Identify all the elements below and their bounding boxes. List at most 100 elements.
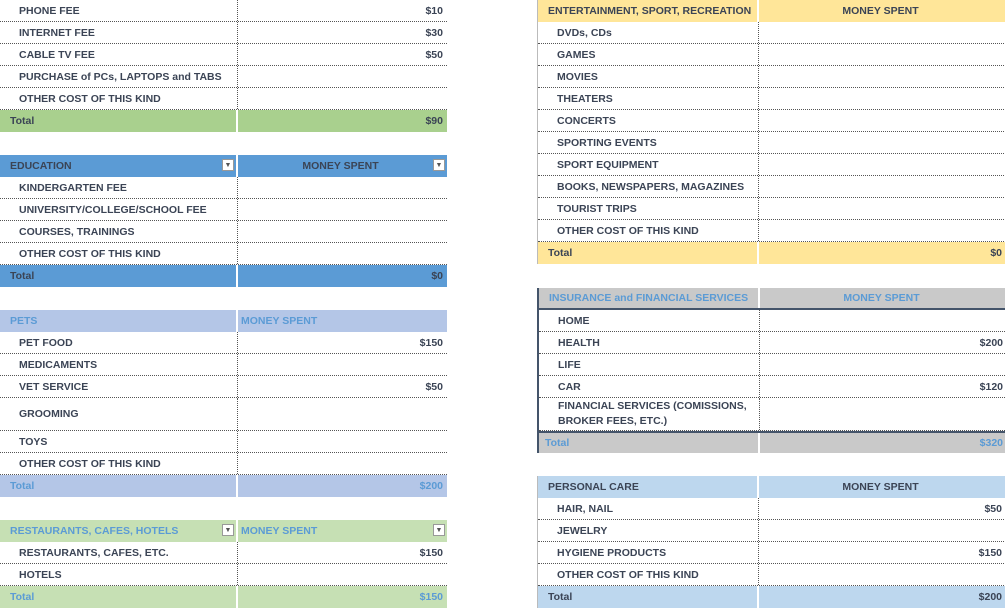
expense-amount-cell[interactable] [759,220,1005,241]
expense-amount-cell[interactable]: $150 [419,546,443,559]
expense-label: MEDICAMENTS [0,354,238,375]
expense-amount-cell[interactable]: $150 [978,546,1002,559]
filter-dropdown-icon[interactable]: ▼ [222,524,234,536]
table-row: GAMES [538,44,1005,66]
expense-amount-cell[interactable] [238,431,447,452]
table-row: OTHER COST OF THIS KIND [0,453,447,475]
table-row: HEALTH $200 [539,332,1005,354]
expense-amount-cell[interactable]: $10 [425,4,443,17]
expense-amount-cell[interactable] [759,44,1005,65]
personal-care-category-header[interactable]: PERSONAL CARE [538,476,759,498]
table-row: CAR $120 [539,376,1005,398]
expense-label: PURCHASE of PCs, LAPTOPS and TABS [0,66,238,87]
table-row: DVDs, CDs [538,22,1005,44]
expense-amount-cell[interactable] [238,199,447,220]
expense-amount-cell[interactable]: $150 [419,336,443,349]
restaurants-table: RESTAURANTS, CAFES, HOTELS ▼ MONEY SPENT ▼ R… [0,520,447,608]
expense-label: PET FOOD [0,332,238,353]
table-row: GROOMING [0,398,447,431]
table-row: PHONE FEE $10 [0,0,447,22]
expense-label: HOTELS [0,564,238,585]
expense-label: GAMES [538,44,759,65]
table-row: LIFE [539,354,1005,376]
expense-amount-cell[interactable]: $50 [425,380,443,393]
table-row: CONCERTS [538,110,1005,132]
expense-amount-cell[interactable]: $50 [425,48,443,61]
table-row: CABLE TV FEE $50 [0,44,447,66]
expense-label: JEWELRY [538,520,759,541]
table-row: THEATERS [538,88,1005,110]
expense-amount-cell[interactable] [759,22,1005,43]
expense-amount-cell[interactable]: $200 [979,336,1003,349]
expense-amount-cell[interactable] [759,198,1005,219]
expense-amount-cell[interactable] [238,354,447,375]
expense-amount-cell[interactable] [238,564,447,585]
filter-dropdown-icon[interactable]: ▼ [433,159,445,171]
expense-amount-cell[interactable] [759,154,1005,175]
expense-amount-cell[interactable] [759,564,1005,585]
expense-label: HEALTH [539,332,760,353]
table-row: TOYS [0,431,447,453]
expense-label: OTHER COST OF THIS KIND [0,243,238,264]
expense-amount-cell[interactable] [238,177,447,198]
expense-label: INTERNET FEE [0,22,238,43]
expense-amount-cell[interactable] [760,310,1005,331]
insurance-money-spent-header[interactable]: MONEY SPENT [843,292,920,304]
expense-amount-cell[interactable] [238,88,447,109]
filter-dropdown-icon[interactable]: ▼ [222,159,234,171]
expense-amount-cell[interactable] [759,66,1005,87]
restaurants-total-row: Total $150 [0,586,447,608]
restaurants-money-spent-header[interactable]: MONEY SPENT ▼ [238,520,447,542]
expense-amount-cell[interactable]: $50 [984,502,1002,515]
total-amount: $200 [978,591,1002,603]
education-table: EDUCATION ▼ MONEY SPENT ▼ KINDERGARTEN FEE UN… [0,155,447,287]
expense-amount-cell[interactable] [238,398,447,430]
education-total-row: Total $0 [0,265,447,287]
expense-label: CAR [539,376,760,397]
expense-amount-cell[interactable] [759,176,1005,197]
table-row: OTHER COST OF THIS KIND [538,220,1005,242]
expense-amount-cell[interactable] [238,66,447,87]
table-row: UNIVERSITY/COLLEGE/SCHOOL FEE [0,199,447,221]
expense-amount-cell[interactable] [238,221,447,242]
expense-amount-cell[interactable] [759,520,1005,541]
expense-amount-cell[interactable] [759,110,1005,131]
insurance-total-row: Total $320 [539,431,1005,453]
expense-label: CONCERTS [538,110,759,131]
expense-amount-cell[interactable] [760,398,1005,430]
expense-amount-cell[interactable] [760,354,1005,375]
table-row: VET SERVICE $50 [0,376,447,398]
expense-amount-cell[interactable] [238,243,447,264]
table-row: PET FOOD $150 [0,332,447,354]
expense-amount-cell[interactable]: $120 [979,380,1003,393]
entertainment-header-row: ENTERTAINMENT, SPORT, RECREATION MONEY SP… [538,0,1005,22]
entertainment-category-header[interactable]: ENTERTAINMENT, SPORT, RECREATION [538,0,759,22]
expense-label: PHONE FEE [0,0,238,21]
education-category-header[interactable]: EDUCATION ▼ [0,155,238,177]
expense-amount-cell[interactable] [759,88,1005,109]
expense-amount-cell[interactable] [759,132,1005,153]
insurance-category-header[interactable]: INSURANCE and FINANCIAL SERVICES [539,288,760,308]
pets-category-header[interactable]: PETS [0,310,238,332]
communication-total-row: Total $90 [0,110,447,132]
expense-label: TOYS [0,431,238,452]
table-row: HAIR, NAIL $50 [538,498,1005,520]
education-money-spent-header[interactable]: MONEY SPENT ▼ [238,155,447,177]
restaurants-category-header[interactable]: RESTAURANTS, CAFES, HOTELS ▼ [0,520,238,542]
entertainment-money-spent-header[interactable]: MONEY SPENT [842,5,919,17]
personal-care-money-spent-header[interactable]: MONEY SPENT [842,481,919,493]
table-row: PURCHASE of PCs, LAPTOPS and TABS [0,66,447,88]
table-row: TOURIST TRIPS [538,198,1005,220]
table-row: HYGIENE PRODUCTS $150 [538,542,1005,564]
expense-label: BOOKS, NEWSPAPERS, MAGAZINES [538,176,759,197]
pets-total-row: Total $200 [0,475,447,497]
personal-care-table: PERSONAL CARE MONEY SPENT HAIR, NAIL $50 JEW… [537,476,1005,608]
pets-money-spent-header[interactable]: MONEY SPENT [241,315,318,327]
table-row: OTHER COST OF THIS KIND [0,88,447,110]
expense-amount-cell[interactable]: $30 [425,26,443,39]
total-amount: $0 [990,247,1002,259]
total-amount: $200 [419,480,443,492]
expense-label: THEATERS [538,88,759,109]
expense-amount-cell[interactable] [238,453,447,474]
filter-dropdown-icon[interactable]: ▼ [433,524,445,536]
